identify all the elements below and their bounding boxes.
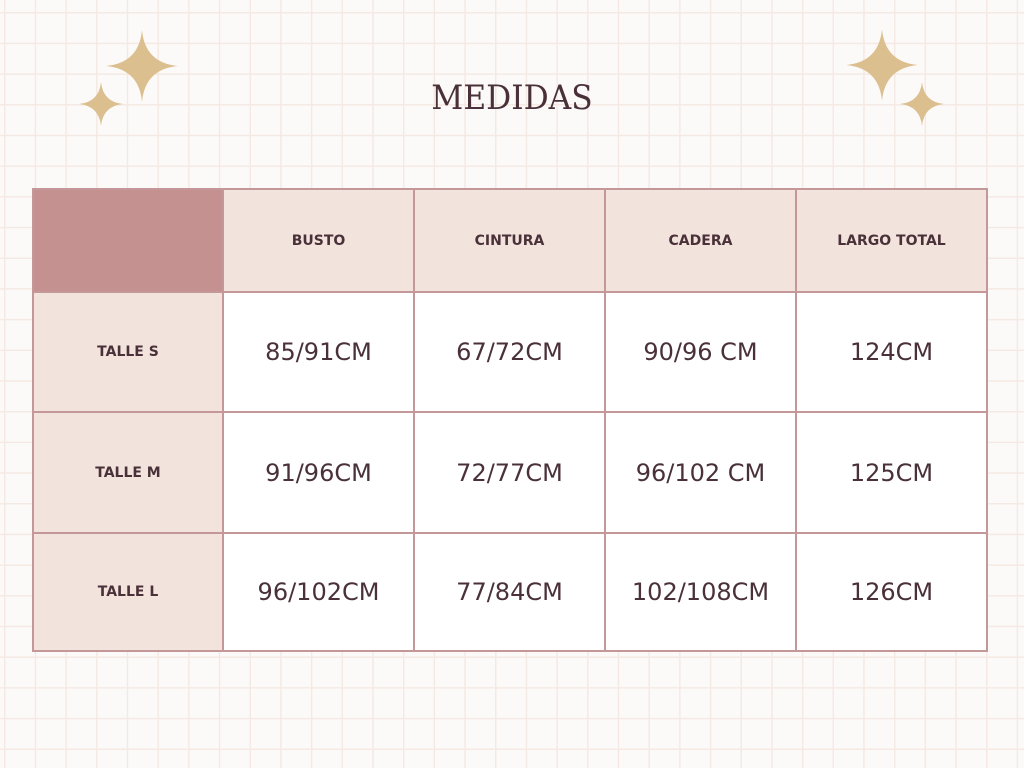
row-header: TALLE S (32, 291, 224, 413)
corner-cell (32, 188, 224, 293)
table-cell: 72/77CM (413, 411, 606, 534)
table-cell: 126CM (795, 532, 988, 652)
table-cell: 67/72CM (413, 291, 606, 413)
table-cell: 124CM (795, 291, 988, 413)
column-header: LARGO TOTAL (795, 188, 988, 293)
sparkle-icon (900, 82, 944, 126)
table-cell: 125CM (795, 411, 988, 534)
table-cell: 91/96CM (222, 411, 415, 534)
column-header: BUSTO (222, 188, 415, 293)
table-cell: 77/84CM (413, 532, 606, 652)
table-cell: 96/102CM (222, 532, 415, 652)
sparkle-icon (79, 82, 123, 126)
sparkle-icon (106, 30, 178, 102)
table-cell: 102/108CM (604, 532, 797, 652)
page-title: MEDIDAS (431, 78, 593, 118)
table-cell: 85/91CM (222, 291, 415, 413)
sparkle-icon (846, 29, 918, 101)
header-row: BUSTO CINTURA CADERA LARGO TOTAL (32, 188, 988, 293)
table-row: TALLE S 85/91CM 67/72CM 90/96 CM 124CM (32, 291, 988, 413)
table-cell: 90/96 CM (604, 291, 797, 413)
table-cell: 96/102 CM (604, 411, 797, 534)
column-header: CINTURA (413, 188, 606, 293)
table-row: TALLE M 91/96CM 72/77CM 96/102 CM 125CM (32, 411, 988, 534)
size-table: BUSTO CINTURA CADERA LARGO TOTAL TALLE S… (32, 188, 988, 652)
row-header: TALLE L (32, 532, 224, 652)
column-header: CADERA (604, 188, 797, 293)
table-row: TALLE L 96/102CM 77/84CM 102/108CM 126CM (32, 532, 988, 652)
row-header: TALLE M (32, 411, 224, 534)
